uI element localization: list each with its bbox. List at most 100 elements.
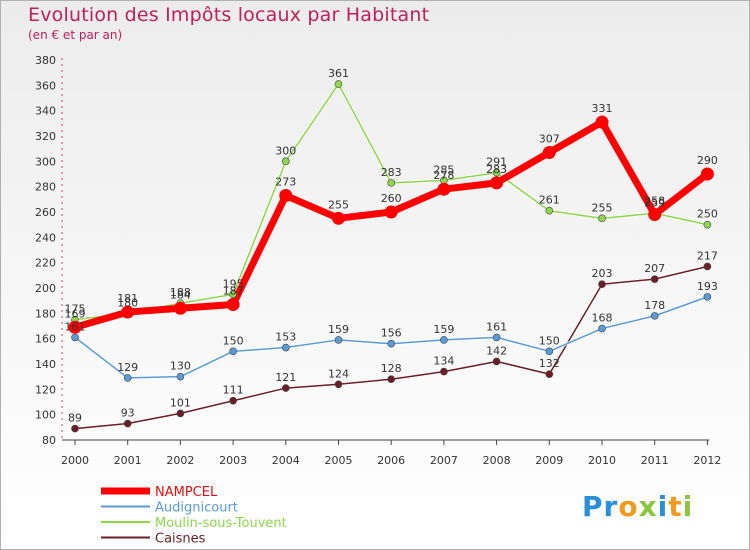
data-point-moulin-sous-touvent: [545, 206, 554, 215]
data-label-caisnes: 124: [328, 367, 349, 380]
data-label-caisnes: 142: [486, 344, 507, 357]
data-label-caisnes: 128: [381, 362, 402, 375]
data-label-nampcel: 278: [433, 169, 454, 182]
data-label-moulin-sous-touvent: 195: [223, 277, 244, 290]
x-tick-label: 2001: [114, 454, 142, 467]
data-label-caisnes: 203: [592, 267, 613, 280]
x-tick-label: 2009: [535, 454, 563, 467]
legend-label-caisnes: Caisnes: [155, 532, 206, 547]
x-tick-label: 2006: [377, 454, 405, 467]
data-point-audignicourt: [492, 333, 501, 342]
chart-title: Evolution des Impôts locaux par Habitant: [28, 4, 430, 26]
data-point-audignicourt: [387, 339, 396, 348]
data-point-caisnes: [176, 409, 185, 418]
y-tick-label: 260: [35, 206, 56, 219]
data-label-moulin-sous-touvent: 188: [170, 286, 191, 299]
data-label-audignicourt: 159: [328, 323, 349, 336]
data-point-nampcel: [173, 301, 187, 315]
x-tick-label: 2011: [641, 454, 669, 467]
data-point-nampcel: [490, 176, 504, 190]
y-tick-label: 240: [35, 231, 56, 244]
data-point-caisnes: [123, 419, 132, 428]
data-label-audignicourt: 130: [170, 360, 191, 373]
chart-subtitle: (en € et par an): [28, 28, 123, 42]
data-point-audignicourt: [229, 347, 237, 356]
legend-label-audignicourt: Audignicourt: [155, 501, 238, 516]
data-label-nampcel: 187: [223, 284, 244, 297]
data-point-moulin-sous-touvent: [334, 80, 343, 88]
x-tick-label: 2008: [483, 454, 511, 467]
data-label-audignicourt: 150: [223, 334, 244, 347]
data-point-moulin-sous-touvent: [492, 168, 501, 177]
value-labels: 89 93 101 111 121 124 128 134 142 132 203 207 217 161…: [65, 67, 718, 425]
data-label-caisnes: 111: [223, 384, 244, 397]
data-point-nampcel: [332, 211, 345, 225]
y-tick-label: 320: [35, 130, 56, 143]
data-label-moulin-sous-touvent: 285: [433, 163, 454, 176]
data-point-nampcel: [384, 205, 398, 219]
data-point-nampcel: [437, 182, 451, 196]
legend-label-nampcel: NAMPCEL: [155, 485, 218, 500]
data-point-caisnes: [440, 367, 448, 376]
data-point-audignicourt: [71, 333, 79, 342]
data-point-audignicourt: [703, 293, 712, 301]
data-point-audignicourt: [176, 372, 185, 381]
data-label-audignicourt: 161: [65, 320, 86, 333]
proxiti-logo: Proxiti: [582, 490, 694, 523]
data-label-moulin-sous-touvent: 175: [65, 303, 86, 316]
data-label-moulin-sous-touvent: 259: [644, 196, 665, 209]
data-point-audignicourt: [123, 374, 132, 382]
data-point-nampcel: [279, 189, 293, 203]
data-point-caisnes: [492, 357, 501, 366]
data-label-caisnes: 134: [433, 355, 454, 368]
data-point-moulin-sous-touvent: [281, 157, 290, 166]
y-tick-label: 200: [35, 282, 56, 295]
data-point-audignicourt: [334, 336, 343, 344]
data-point-nampcel: [648, 208, 662, 222]
data-label-moulin-sous-touvent: 255: [592, 201, 613, 214]
y-tick-label: 380: [35, 54, 56, 67]
data-point-audignicourt: [440, 336, 448, 344]
data-label-caisnes: 217: [697, 249, 718, 262]
data-point-nampcel: [595, 115, 609, 129]
data-point-moulin-sous-touvent: [229, 290, 237, 299]
data-point-audignicourt: [281, 343, 290, 352]
data-point-nampcel: [542, 145, 556, 159]
y-tick-label: 120: [35, 383, 56, 396]
data-label-moulin-sous-touvent: 361: [328, 67, 349, 80]
data-point-moulin-sous-touvent: [703, 220, 712, 229]
y-tick-label: 300: [35, 155, 56, 168]
data-label-audignicourt: 129: [117, 361, 138, 374]
data-label-nampcel: 290: [697, 154, 718, 167]
legend-label-moulin-sous-touvent: Moulin-sous-Touvent: [155, 516, 287, 531]
data-point-nampcel: [700, 167, 714, 181]
data-label-nampcel: 258: [644, 195, 665, 208]
data-label-audignicourt: 178: [644, 299, 665, 312]
axes: 80 100 120 140 160 180 200 220 240 260 280 300 320 34…: [35, 54, 721, 467]
data-label-audignicourt: 153: [275, 331, 296, 344]
data-point-caisnes: [387, 375, 396, 384]
data-label-nampcel: 184: [170, 288, 191, 301]
data-point-audignicourt: [598, 324, 606, 333]
y-tick-label: 220: [35, 257, 56, 270]
y-tick-label: 160: [35, 333, 56, 346]
data-label-nampcel: 331: [592, 102, 613, 115]
data-label-caisnes: 207: [644, 262, 665, 275]
data-point-nampcel: [226, 297, 240, 311]
data-point-moulin-sous-touvent: [598, 214, 606, 223]
x-tick-label: 2000: [61, 454, 89, 467]
data-point-audignicourt: [545, 347, 554, 356]
data-label-audignicourt: 168: [592, 312, 613, 325]
data-label-caisnes: 101: [170, 396, 191, 409]
data-label-caisnes: 121: [275, 371, 296, 384]
data-point-caisnes: [229, 396, 237, 405]
data-label-audignicourt: 193: [697, 280, 718, 293]
x-tick-label: 2005: [325, 454, 353, 467]
x-tick-label: 2010: [588, 454, 616, 467]
data-point-nampcel: [68, 320, 82, 334]
data-point-caisnes: [545, 370, 554, 378]
data-label-nampcel: 255: [328, 198, 349, 211]
data-label-audignicourt: 159: [433, 323, 454, 336]
